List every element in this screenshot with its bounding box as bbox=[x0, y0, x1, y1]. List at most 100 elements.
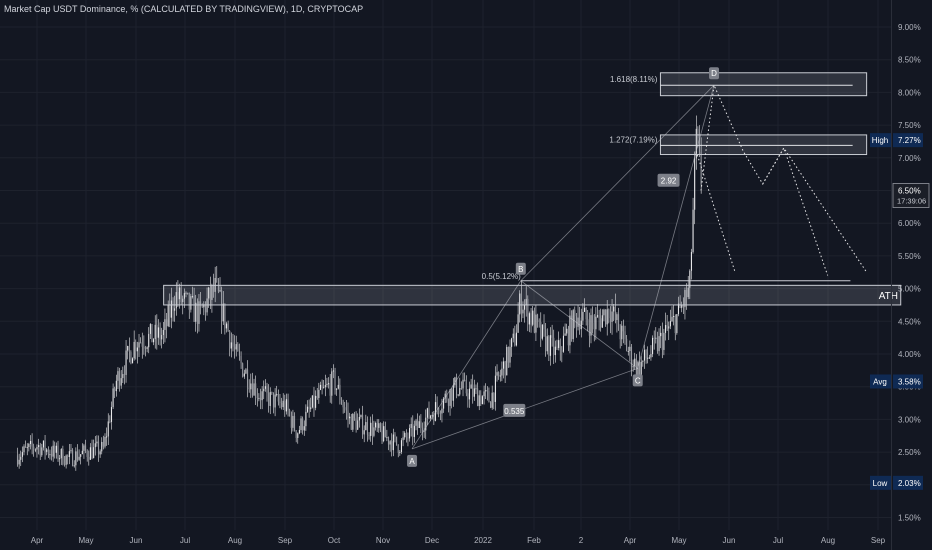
candle bbox=[553, 329, 555, 364]
candle-body bbox=[617, 314, 620, 331]
candle bbox=[561, 346, 563, 363]
candle bbox=[480, 390, 482, 406]
candle-body bbox=[368, 434, 370, 436]
candle-body bbox=[31, 440, 33, 447]
reference-lines: Avg 3.58% High 7.27% Low 2.03% bbox=[870, 133, 923, 490]
candle bbox=[300, 415, 302, 433]
candle bbox=[195, 294, 197, 332]
candle-body bbox=[94, 443, 96, 448]
candle-body bbox=[230, 342, 232, 349]
candle bbox=[462, 372, 464, 397]
candle-body bbox=[76, 451, 79, 460]
candle-body bbox=[310, 407, 312, 410]
candle-body bbox=[509, 346, 511, 363]
y-tick-label: 1.50% bbox=[898, 514, 921, 523]
candle-body bbox=[404, 432, 406, 438]
candle bbox=[694, 151, 696, 225]
candle-body bbox=[297, 433, 299, 438]
candle-body bbox=[250, 383, 252, 390]
candle bbox=[104, 433, 106, 449]
candle-body bbox=[349, 416, 351, 419]
candle-body bbox=[245, 369, 247, 374]
candle bbox=[114, 386, 116, 399]
candle bbox=[558, 331, 560, 351]
candle-body bbox=[592, 315, 594, 323]
candle-body bbox=[452, 385, 454, 401]
candle-body bbox=[559, 340, 561, 351]
pattern-point-label: C bbox=[635, 376, 641, 385]
candle bbox=[634, 352, 636, 370]
candle bbox=[62, 445, 64, 466]
candle bbox=[75, 447, 77, 471]
candle-body bbox=[97, 441, 100, 455]
candle-body bbox=[486, 390, 488, 392]
candle bbox=[700, 137, 702, 194]
candle-body bbox=[266, 386, 268, 393]
x-tick-label: Aug bbox=[228, 536, 242, 545]
candle-body bbox=[57, 445, 59, 459]
candle-body bbox=[595, 316, 597, 330]
candle-body bbox=[533, 310, 535, 333]
candle-body bbox=[329, 383, 331, 396]
candle-body bbox=[42, 440, 44, 448]
candle bbox=[242, 362, 244, 378]
candle bbox=[452, 378, 454, 407]
candle bbox=[328, 377, 330, 389]
candle-body bbox=[619, 330, 621, 340]
candle bbox=[609, 306, 611, 334]
candle-body bbox=[237, 344, 239, 352]
candle-body bbox=[85, 445, 87, 451]
candle-body bbox=[538, 320, 540, 322]
candle bbox=[464, 372, 466, 382]
candle-body bbox=[169, 305, 171, 318]
candle bbox=[481, 395, 484, 405]
candle-body bbox=[652, 337, 654, 355]
candle bbox=[227, 320, 229, 332]
candle-body bbox=[39, 445, 41, 456]
ref-value-badge bbox=[893, 133, 923, 148]
candle-body bbox=[357, 420, 359, 430]
candle-body bbox=[157, 327, 160, 338]
candle bbox=[110, 401, 113, 430]
candle bbox=[624, 325, 626, 345]
candle-body bbox=[345, 408, 347, 411]
candle bbox=[306, 400, 309, 414]
current-price: 6.50%17:39:06 bbox=[892, 183, 930, 208]
candle-body bbox=[319, 384, 322, 390]
candle bbox=[535, 305, 537, 341]
candle-body bbox=[99, 451, 101, 455]
candle-body bbox=[271, 392, 273, 394]
candle-body bbox=[41, 447, 43, 456]
candle bbox=[282, 393, 284, 411]
candle bbox=[259, 388, 262, 410]
candle-body bbox=[96, 441, 98, 444]
candle bbox=[460, 381, 462, 390]
candle-body bbox=[122, 374, 124, 379]
candle-body bbox=[277, 394, 279, 402]
candle bbox=[409, 424, 411, 442]
candle-body bbox=[697, 128, 699, 139]
candle-body bbox=[658, 336, 660, 352]
candle bbox=[208, 286, 210, 308]
candle-body bbox=[144, 348, 147, 350]
candle bbox=[650, 345, 652, 361]
candle bbox=[488, 387, 490, 403]
candle-body bbox=[306, 406, 309, 412]
candle-body bbox=[569, 315, 571, 346]
x-tick-label: Apr bbox=[31, 536, 44, 545]
candle bbox=[656, 331, 658, 354]
candle bbox=[371, 414, 373, 445]
candle bbox=[386, 429, 388, 442]
candle-body bbox=[289, 410, 291, 415]
candle-body bbox=[490, 402, 492, 408]
candle bbox=[263, 380, 265, 400]
candle bbox=[269, 387, 271, 415]
candle-body bbox=[443, 398, 445, 409]
candle bbox=[141, 332, 143, 359]
candle bbox=[143, 335, 145, 355]
candle-body bbox=[690, 252, 692, 271]
candle-body bbox=[656, 337, 658, 352]
candle bbox=[117, 367, 119, 390]
